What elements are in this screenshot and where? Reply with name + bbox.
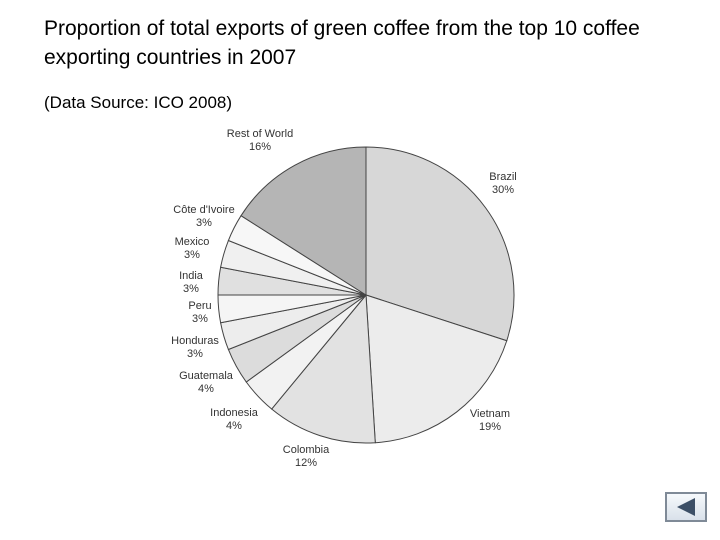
pie-slice-rest-of-world	[240, 146, 367, 296]
slice-label-name: Brazil	[489, 171, 517, 183]
slice-label-value: 16%	[249, 141, 271, 153]
slice-label-value: 12%	[295, 457, 317, 469]
back-arrow-icon	[677, 498, 695, 516]
slice-label: Vietnam 19%	[470, 408, 510, 433]
slice-label-value: 3%	[184, 249, 200, 261]
slice-label-name: India	[179, 270, 204, 282]
slice-label: Peru 3%	[188, 300, 211, 325]
slice-label-name: Indonesia	[210, 407, 259, 419]
pie-slice-colombia	[270, 293, 376, 444]
data-source: (Data Source: ICO 2008)	[44, 93, 233, 112]
slice-label-name: Vietnam	[470, 408, 510, 420]
slice-label-value: 3%	[187, 348, 203, 360]
slice-label: Honduras 3%	[171, 335, 219, 360]
slice-label: Colombia 12%	[283, 444, 330, 469]
slice-label-name: Côte d'Ivoire	[173, 204, 234, 216]
slice-label: Guatemala 4%	[179, 370, 234, 395]
slice-label: Indonesia 4%	[210, 407, 259, 432]
slice-label-value: 3%	[192, 313, 208, 325]
slice-label-value: 3%	[183, 283, 199, 295]
slice-label: Brazil 30%	[489, 171, 517, 196]
slice-label-value: 3%	[196, 217, 212, 229]
slice-label: Rest of World 16%	[227, 128, 293, 153]
slice-label-name: Colombia	[283, 444, 330, 456]
slice-label-value: 4%	[226, 420, 242, 432]
slice-label-value: 4%	[198, 383, 214, 395]
slice-label-name: Honduras	[171, 335, 219, 347]
pie-slice-vietnam	[365, 294, 508, 444]
slice-label: Côte d'Ivoire 3%	[173, 204, 234, 229]
slice-label-name: Guatemala	[179, 370, 234, 382]
back-button[interactable]	[665, 492, 707, 522]
slice-label-name: Rest of World	[227, 128, 293, 140]
chart-title: Proportion of total exports of green cof…	[44, 17, 640, 69]
slice-label-value: 30%	[492, 184, 514, 196]
slice-label-value: 19%	[479, 421, 501, 433]
pie-slice-brazil	[365, 146, 515, 342]
slice-label-name: Peru	[188, 300, 211, 312]
slice-label-name: Mexico	[175, 236, 210, 248]
slice-label: India 3%	[179, 270, 204, 295]
slice-label: Mexico 3%	[175, 236, 210, 261]
